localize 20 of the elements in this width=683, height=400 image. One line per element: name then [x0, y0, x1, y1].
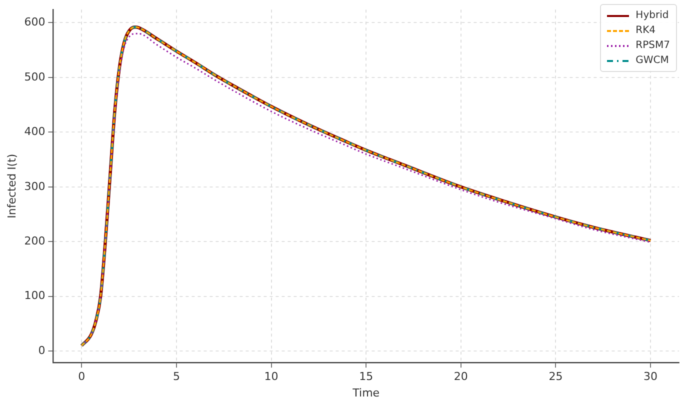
x-tick-label: 25: [548, 370, 563, 384]
x-axis-title: Time: [352, 386, 380, 400]
y-tick-label: 300: [24, 180, 46, 193]
y-tick-label: 100: [24, 289, 46, 302]
legend-label: RPSM7: [636, 40, 670, 51]
x-tick-label: 20: [454, 370, 468, 384]
x-tick-label: 5: [172, 370, 180, 384]
x-tick-label: 30: [644, 370, 658, 384]
y-tick-label: 400: [24, 125, 46, 138]
y-tick-label: 200: [24, 234, 46, 248]
y-tick-label: 0: [38, 344, 46, 357]
y-tick-label: 500: [24, 70, 46, 84]
x-tick-label: 15: [359, 370, 374, 384]
x-tick-label: 0: [78, 370, 86, 384]
legend-label: Hybrid: [636, 10, 669, 21]
y-axis-title: Infected I(t): [5, 154, 18, 218]
y-tick-label: 600: [24, 16, 46, 29]
legend-label: RK4: [636, 25, 656, 36]
legend-label: GWCM: [636, 55, 669, 66]
x-tick-label: 10: [264, 370, 278, 384]
